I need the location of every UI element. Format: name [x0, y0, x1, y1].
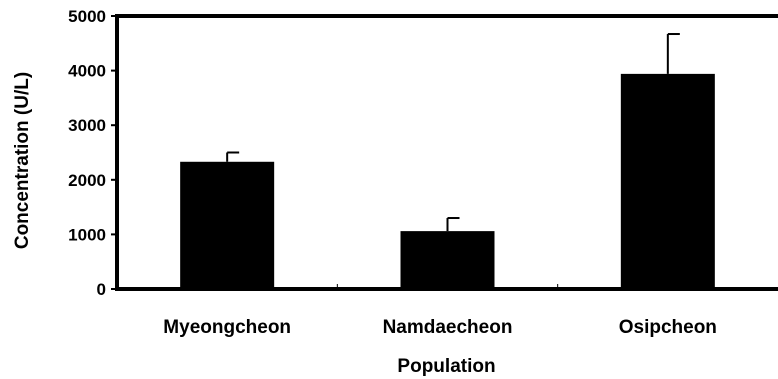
y-tick-label: 4000 — [68, 62, 106, 81]
bars — [180, 33, 715, 289]
x-tick-label: Osipcheon — [619, 317, 717, 338]
bar — [180, 161, 275, 289]
x-tick-label: Namdaecheon — [383, 317, 513, 338]
x-tick-label: Myeongcheon — [163, 317, 291, 338]
y-tick-label: 3000 — [68, 116, 106, 135]
y-tick-label: 2000 — [68, 171, 106, 190]
x-axis-label: Population — [397, 356, 495, 377]
y-tick-label: 1000 — [68, 225, 106, 244]
x-axis-ticks: Myeongcheon Namdaecheon Osipcheon — [163, 284, 717, 338]
bar — [620, 73, 715, 289]
y-tick-label: 5000 — [68, 7, 106, 26]
y-tick-label: 0 — [97, 280, 106, 299]
y-axis-ticks: 0 1000 2000 3000 4000 5000 — [68, 7, 117, 299]
y-axis-label: Concentration (U/L) — [12, 72, 33, 249]
bar — [400, 231, 495, 289]
